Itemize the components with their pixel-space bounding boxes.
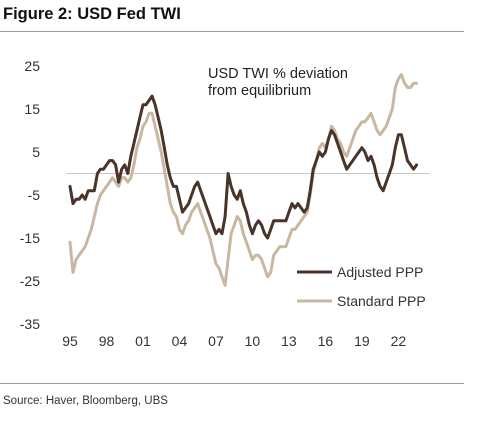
x-tick-label: 95: [62, 333, 78, 349]
series-group: [68, 73, 419, 287]
x-tick-label: 01: [135, 333, 151, 349]
legend-label: Adjusted PPP: [337, 264, 423, 280]
y-tick-label: 5: [32, 144, 40, 160]
x-tick-label: 04: [172, 333, 188, 349]
y-tick-label: -35: [20, 316, 40, 332]
x-tick-label: 16: [318, 333, 334, 349]
figure-title: Figure 2: USD Fed TWI: [3, 5, 181, 23]
y-tick-label: -5: [28, 187, 41, 203]
x-tick-label: 10: [245, 333, 261, 349]
bottom-divider: [0, 383, 464, 384]
chart-annotation-line-2: from equilibrium: [208, 83, 311, 99]
x-tick-label: 98: [99, 333, 115, 349]
series-line-adjusted-ppp: [68, 94, 419, 240]
title-divider: [0, 31, 464, 32]
legend: Adjusted PPP Standard PPP: [297, 264, 426, 309]
line-chart: 25 15 5 -5 -15 -25 -35 95 98 01 04 07 10 13 16 19 22 US…: [20, 58, 430, 349]
x-tick-label: 19: [354, 333, 370, 349]
x-tick-label: 22: [391, 333, 407, 349]
y-tick-label: -25: [20, 273, 40, 289]
source-note: Source: Haver, Bloomberg, UBS: [3, 395, 168, 407]
y-tick-label: 25: [24, 58, 40, 74]
chart-annotation-line-1: USD TWI % deviation: [208, 66, 348, 82]
x-tick-label: 07: [208, 333, 224, 349]
x-tick-label: 13: [281, 333, 297, 349]
x-axis: 95 98 01 04 07 10 13 16 19 22: [62, 333, 406, 349]
series-line-standard-ppp: [68, 73, 419, 287]
y-tick-label: 15: [24, 101, 40, 117]
y-tick-label: -15: [20, 230, 40, 246]
y-axis: 25 15 5 -5 -15 -25 -35: [20, 58, 40, 332]
legend-label: Standard PPP: [337, 293, 426, 309]
